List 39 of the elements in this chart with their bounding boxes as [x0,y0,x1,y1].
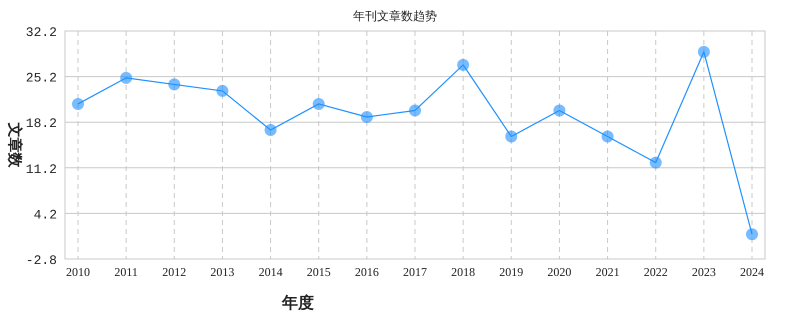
point [216,84,228,97]
y-tick-label: 25.2 [26,70,57,86]
x-axis-title: 年度 [281,293,314,312]
x-tick-label: 2019 [499,265,524,279]
point [264,124,277,136]
y-tick-label: -2.8 [26,253,57,268]
point [312,98,325,110]
point [360,110,373,123]
x-tick-label: 2016 [354,265,379,279]
x-tick-label: 2017 [403,265,427,279]
x-tick-label: 2021 [596,265,620,279]
x-tick-label: 2012 [162,265,186,279]
y-tick-label: 18.2 [26,116,57,132]
point [553,104,566,116]
chart-title: 年刊文章数趋势 [353,9,437,23]
point [650,156,662,169]
y-tick-label: 11.2 [26,162,57,177]
point [505,130,518,143]
x-tick-label: 2023 [692,265,716,279]
x-tick-label: 2010 [66,265,90,279]
point [409,104,421,116]
x-tick-label: 2020 [547,265,572,279]
x-tick-label: 2024 [740,265,764,279]
x-tick-label: 2014 [258,265,283,279]
point [120,72,132,84]
y-tick-label: 32.2 [26,25,57,40]
x-tick-label: 2015 [306,265,331,279]
point [746,228,758,240]
point [698,46,710,58]
x-tick-label: 2013 [210,265,234,279]
point [457,58,470,71]
x-tick-label: 2022 [644,265,668,279]
point [168,78,180,90]
y-axis-title: 文章数 [6,122,24,168]
x-tick-label: 2018 [451,265,476,279]
point [602,130,614,143]
point [72,98,84,110]
x-tick-label: 2011 [114,265,138,279]
y-tick-label: 4.2 [34,207,57,222]
